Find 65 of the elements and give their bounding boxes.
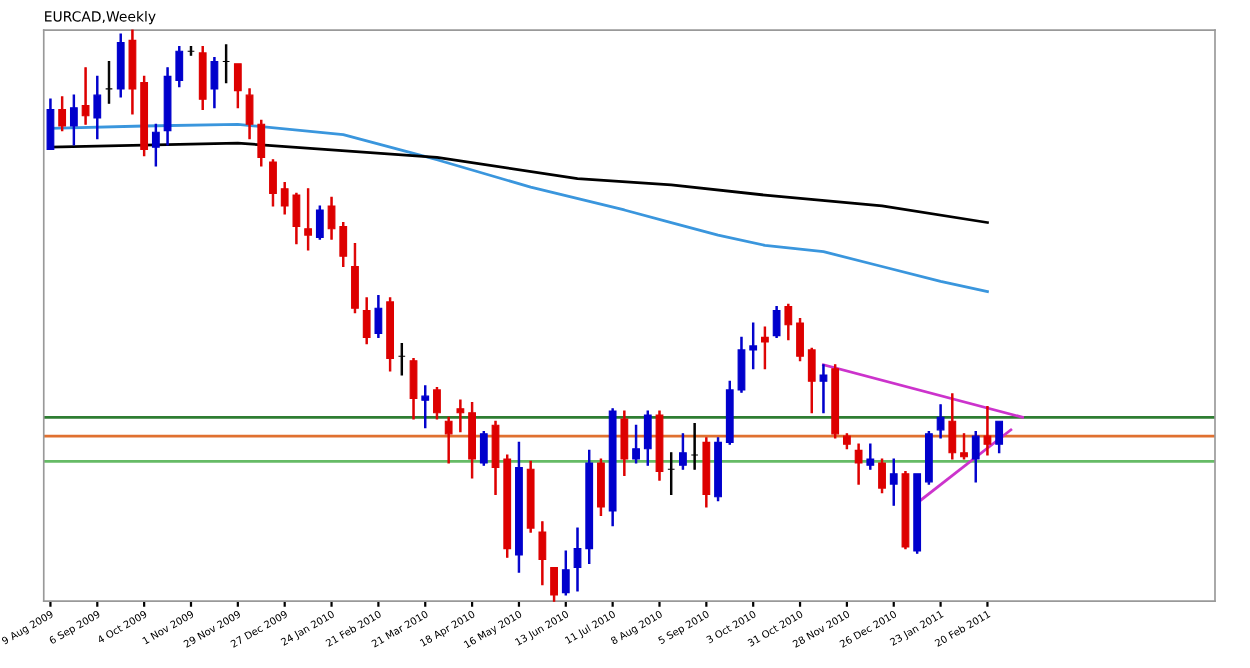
candlestick — [643, 410, 652, 466]
candlestick — [936, 404, 945, 439]
candlestick — [81, 67, 90, 125]
candlestick — [550, 566, 558, 602]
candlestick — [983, 405, 992, 456]
candlestick — [878, 458, 886, 494]
candlestick — [538, 521, 547, 586]
candlestick — [866, 443, 875, 470]
candlestick — [269, 159, 277, 207]
candlestick — [468, 401, 476, 479]
candlestick — [233, 63, 242, 109]
candlestick — [198, 46, 207, 111]
candlestick — [421, 385, 430, 429]
candlestick — [690, 423, 699, 470]
candlestick — [479, 431, 488, 466]
candlestick — [620, 410, 629, 477]
candlestick — [69, 94, 78, 146]
candlestick — [210, 56, 219, 109]
candlestick — [971, 431, 980, 483]
candlestick — [315, 205, 324, 240]
candlestick — [128, 29, 137, 115]
candlestick — [597, 458, 605, 517]
candlestick — [526, 460, 535, 533]
candlestick — [995, 420, 1004, 454]
candlestick — [374, 295, 383, 338]
candlestick — [960, 433, 968, 460]
candlestick — [444, 416, 453, 464]
candlestick — [561, 550, 570, 596]
candlestick — [655, 410, 664, 481]
candlestick — [93, 75, 102, 140]
candlestick — [714, 437, 722, 502]
candlestick — [608, 408, 617, 527]
candlestick — [632, 424, 640, 464]
candlestick — [889, 458, 898, 506]
candlestick — [702, 437, 711, 508]
candlestick — [796, 317, 804, 362]
candlestick — [433, 387, 441, 420]
candlestick — [761, 326, 769, 370]
candlestick — [807, 347, 816, 414]
candlestick — [772, 305, 781, 338]
candlestick — [351, 243, 359, 314]
candlestick — [679, 433, 687, 470]
candlestick — [948, 393, 957, 460]
candlestick — [901, 470, 910, 550]
candlestick — [386, 297, 395, 372]
candlestick — [749, 322, 758, 370]
candlestick — [854, 443, 863, 485]
candlestick — [140, 75, 149, 157]
candlestick — [924, 431, 933, 485]
candlestick — [151, 123, 160, 167]
candlestick — [304, 188, 313, 251]
candlestick — [831, 364, 840, 439]
candlestick — [46, 98, 55, 150]
candlestick — [819, 364, 828, 414]
candlestick — [515, 441, 523, 573]
candlestick — [913, 473, 922, 554]
candlestick — [456, 399, 465, 433]
candlestick — [362, 297, 371, 345]
candlestick — [58, 96, 67, 132]
candlestick — [842, 433, 851, 450]
candlestick — [397, 343, 406, 376]
candlestick — [667, 452, 676, 495]
candlestick — [784, 303, 793, 341]
candlestick — [116, 33, 125, 98]
candlestick — [409, 357, 418, 420]
